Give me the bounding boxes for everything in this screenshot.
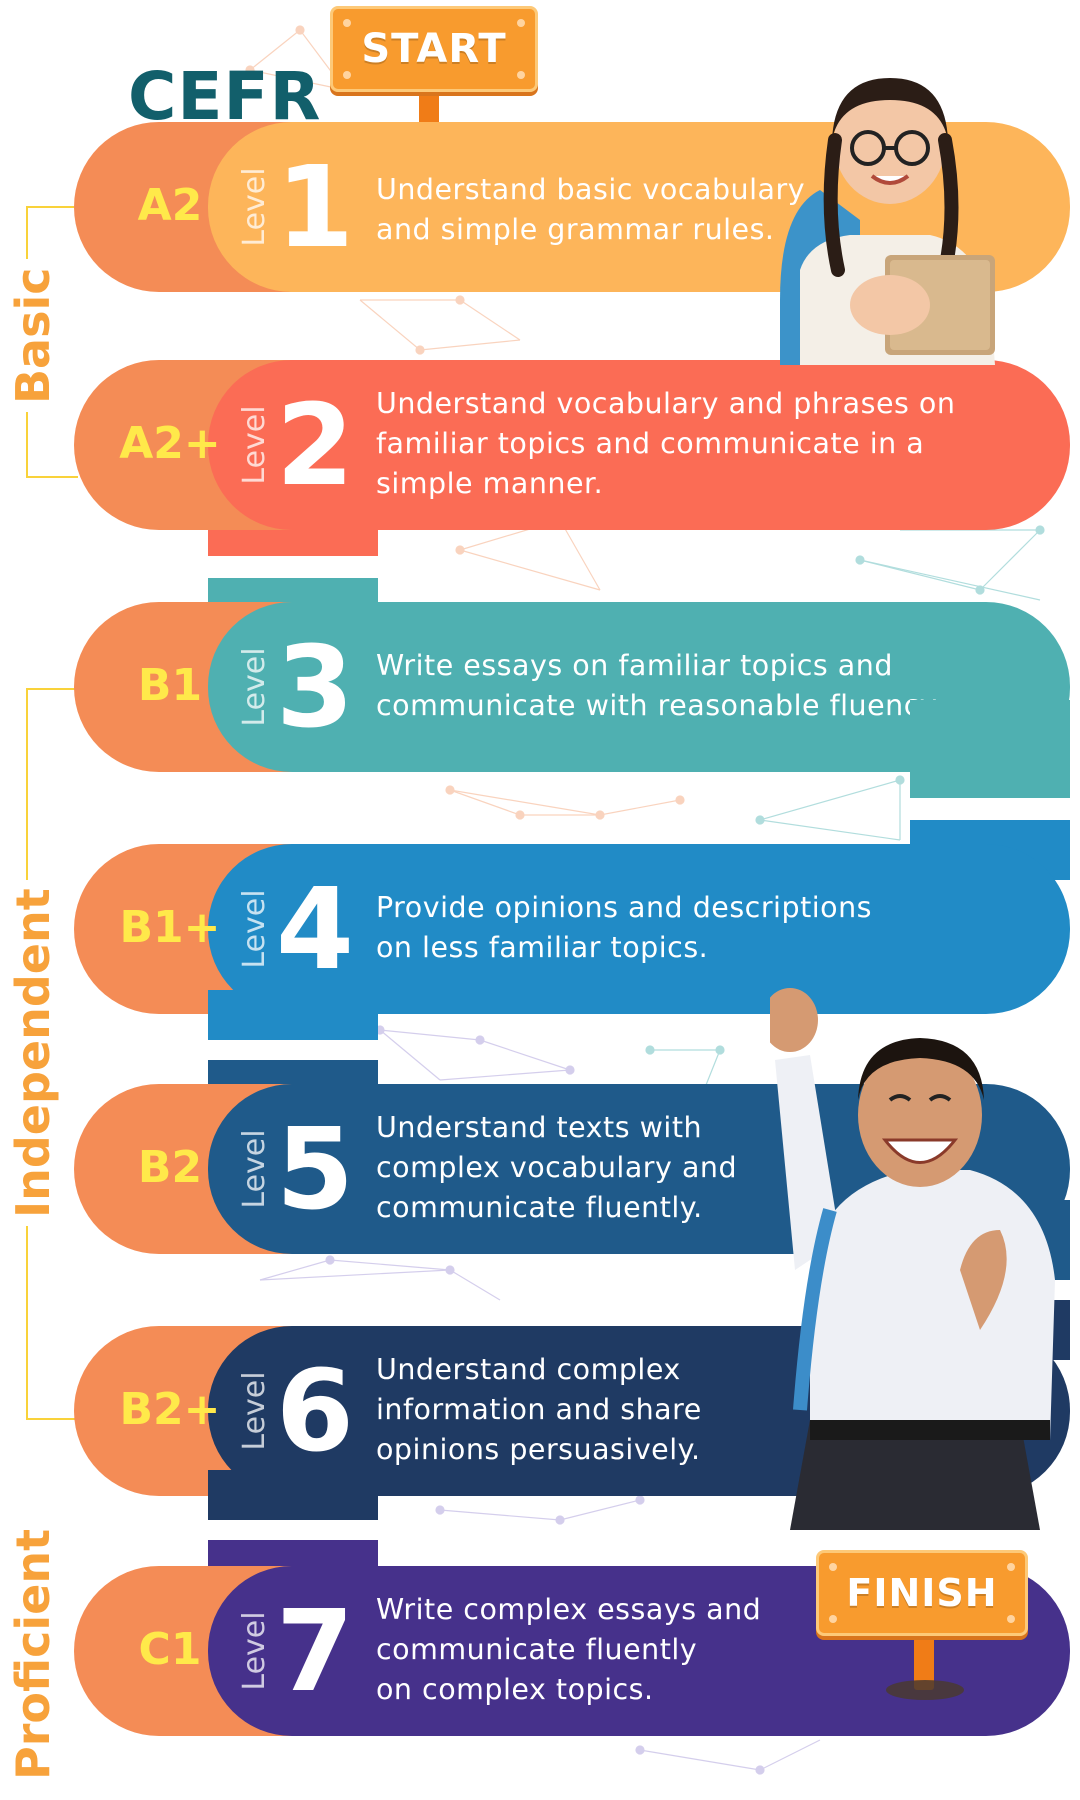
student-boy-illustration	[770, 988, 1055, 1530]
description-line: opinions persuasively.	[376, 1433, 701, 1466]
level-number: 7	[276, 1587, 354, 1717]
level-band	[208, 360, 1070, 530]
level-description: Write essays on familiar topics and comm…	[376, 646, 943, 726]
level-word: Level	[237, 647, 272, 727]
finish-sign-post-shadow	[886, 1680, 964, 1700]
level-number: 1	[276, 143, 354, 273]
level-word: Level	[237, 889, 272, 969]
level-description: Understand basic vocabulary and simple g…	[376, 170, 805, 250]
sign-rivet-icon	[517, 19, 525, 27]
description-line: Understand complex	[376, 1353, 681, 1386]
level-connector-tab	[208, 990, 378, 1040]
level-number: 5	[276, 1105, 354, 1235]
description-line: Write essays on familiar topics and	[376, 649, 893, 682]
level-number: 6	[276, 1347, 354, 1477]
level-code: A2+	[119, 418, 221, 469]
level-word: Level	[237, 405, 272, 485]
level-row-4: B1+ Level 4 Provide opinions and descrip…	[0, 844, 1080, 1014]
level-description: Understand texts with complex vocabulary…	[376, 1108, 737, 1228]
level-band	[208, 844, 1070, 1014]
level-code: B2+	[119, 1384, 221, 1435]
description-line: communicate fluently	[376, 1633, 698, 1666]
level-description: Understand complex information and share…	[376, 1350, 702, 1470]
start-sign: START	[330, 6, 538, 92]
description-line: complex vocabulary and	[376, 1151, 738, 1184]
level-word: Level	[237, 167, 272, 247]
sign-rivet-icon	[1007, 1615, 1015, 1623]
level-code: B1	[137, 660, 203, 711]
description-line: and simple grammar rules.	[376, 213, 775, 246]
sign-rivet-icon	[829, 1615, 837, 1623]
level-code: A2	[137, 180, 203, 231]
description-line: communicate fluently.	[376, 1191, 703, 1224]
description-line: on complex topics.	[376, 1673, 654, 1706]
level-number: 4	[276, 865, 354, 995]
level-row-3: B1 Level 3 Write essays on familiar topi…	[0, 602, 1080, 772]
description-line: Understand vocabulary and phrases on	[376, 387, 956, 420]
level-row-2: A2+ Level 2 Understand vocabulary and ph…	[0, 360, 1080, 530]
student-girl-illustration	[780, 78, 995, 365]
level-code: B1+	[119, 902, 221, 953]
description-line: communicate with reasonable fluency.	[376, 689, 943, 722]
finish-sign: FINISH	[816, 1550, 1028, 1636]
description-line: Write complex essays and	[376, 1593, 762, 1626]
level-description: Provide opinions and descriptions on les…	[376, 888, 872, 968]
sign-rivet-icon	[343, 19, 351, 27]
start-label: START	[361, 26, 507, 72]
description-line: Provide opinions and descriptions	[376, 891, 873, 924]
sign-rivet-icon	[829, 1563, 837, 1571]
description-line: simple manner.	[376, 467, 604, 500]
level-code: C1	[138, 1624, 202, 1675]
finish-label: FINISH	[846, 1571, 998, 1615]
description-line: familiar topics and communicate in a	[376, 427, 925, 460]
level-word: Level	[237, 1611, 272, 1691]
sign-rivet-icon	[1007, 1563, 1015, 1571]
level-word: Level	[237, 1371, 272, 1451]
level-code: B2	[137, 1142, 203, 1193]
description-line: Understand basic vocabulary	[376, 173, 806, 206]
description-line: on less familiar topics.	[376, 931, 709, 964]
level-number: 2	[276, 381, 354, 511]
sign-rivet-icon	[343, 71, 351, 79]
level-row-1: A2 Level 1 Understand basic vocabulary a…	[0, 122, 1080, 292]
level-description: Write complex essays and communicate flu…	[376, 1590, 761, 1710]
level-description: Understand vocabulary and phrases on fam…	[376, 384, 955, 504]
level-number: 3	[276, 623, 354, 753]
level-word: Level	[237, 1129, 272, 1209]
finish-sign-post	[914, 1626, 934, 1690]
sign-rivet-icon	[517, 71, 525, 79]
level-connector-tab	[208, 1470, 378, 1520]
description-line: Understand texts with	[376, 1111, 703, 1144]
level-connector-tab	[910, 700, 1070, 798]
description-line: information and share	[376, 1393, 702, 1426]
